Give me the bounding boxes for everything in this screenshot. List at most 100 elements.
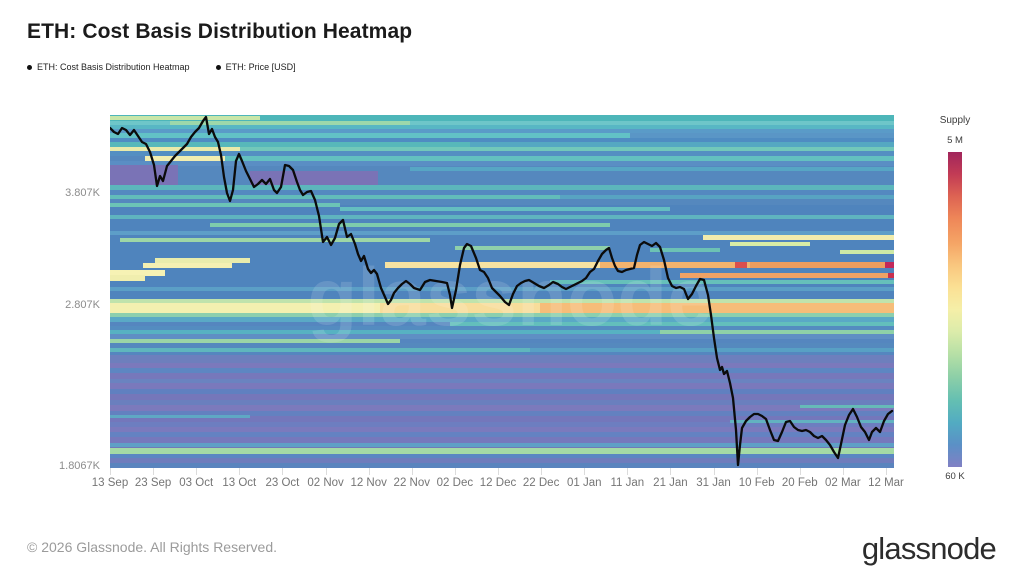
heatmap-canvas[interactable]: glassnode bbox=[110, 115, 894, 468]
heatmap-plot-area[interactable]: glassnode bbox=[110, 115, 894, 468]
heatmap-cell-band bbox=[110, 125, 894, 129]
page-title: ETH: Cost Basis Distribution Heatmap bbox=[27, 20, 413, 43]
heatmap-cell-band bbox=[110, 161, 894, 166]
glassnode-logo: glassnode bbox=[861, 531, 997, 566]
heatmap-cell-band bbox=[110, 405, 894, 411]
heatmap-cell-band bbox=[110, 437, 894, 443]
heatmap-cell-band bbox=[730, 242, 810, 246]
y-axis-tick-label: 2.807K bbox=[65, 299, 100, 311]
heatmap-cell-band bbox=[110, 147, 240, 151]
heatmap-cell-band bbox=[120, 238, 430, 242]
legend-item-label: ETH: Price [USD] bbox=[225, 62, 296, 72]
x-axis-tick-label: 10 Feb bbox=[738, 477, 775, 489]
heatmap-cell-band bbox=[110, 339, 400, 343]
heatmap-cell-band bbox=[410, 167, 894, 171]
heatmap-cell-band bbox=[750, 262, 885, 268]
colorbar-title: Supply bbox=[939, 115, 971, 126]
x-axis-tick-label: 12 Dec bbox=[479, 477, 517, 489]
heatmap-cell-band bbox=[110, 151, 894, 156]
x-axis-tick-label: 22 Nov bbox=[393, 477, 430, 489]
heatmap-cell-band bbox=[650, 248, 720, 252]
heatmap-cell-band bbox=[110, 334, 894, 339]
heatmap-cell-band bbox=[155, 258, 250, 263]
heatmap-cell-band bbox=[540, 303, 894, 313]
heatmap-cell-band bbox=[110, 363, 894, 368]
heatmap-cell-band bbox=[110, 215, 894, 219]
heatmap-cell-band bbox=[110, 454, 894, 458]
x-axis-tick-label: 03 Oct bbox=[179, 477, 214, 489]
heatmap-cell-band bbox=[110, 231, 894, 235]
heatmap-stripes bbox=[110, 115, 894, 468]
x-axis-tick-mark bbox=[799, 468, 801, 475]
heatmap-cell-band bbox=[110, 355, 894, 363]
x-axis-tick-mark bbox=[713, 468, 715, 475]
legend-item-price[interactable]: ETH: Price [USD] bbox=[215, 62, 296, 72]
watermark-text: glassnode bbox=[307, 252, 713, 343]
x-axis-tick-mark bbox=[756, 468, 758, 475]
x-axis-tick-label: 02 Mar bbox=[824, 477, 861, 489]
x-axis-tick-mark bbox=[886, 468, 887, 475]
heatmap-cell-band bbox=[840, 250, 894, 254]
heatmap-cell-band bbox=[660, 330, 894, 334]
x-axis-tick-label: 02 Dec bbox=[436, 477, 474, 489]
legend-dot-icon bbox=[215, 64, 221, 70]
heatmap-cell-band bbox=[110, 190, 894, 195]
heatmap-cell-band bbox=[145, 156, 225, 161]
heatmap-cell-band bbox=[110, 287, 894, 291]
price-line bbox=[110, 115, 894, 467]
heatmap-cell-band bbox=[550, 280, 894, 284]
x-axis-tick-label: 12 Mar bbox=[868, 477, 904, 489]
x-axis-tick-mark bbox=[627, 468, 629, 475]
heatmap-cell-band bbox=[703, 235, 894, 240]
heatmap-cell-band bbox=[110, 115, 894, 121]
heatmap-cell-band bbox=[110, 383, 894, 389]
heatmap-cell-band bbox=[340, 207, 670, 211]
x-axis-tick-label: 23 Sep bbox=[134, 477, 172, 489]
x-axis-tick-mark bbox=[325, 468, 327, 475]
legend-dot-icon bbox=[27, 64, 32, 70]
heatmap-cell-band bbox=[110, 275, 145, 281]
x-axis-tick-label: 20 Feb bbox=[781, 477, 818, 489]
x-axis-tick-label: 13 Oct bbox=[222, 477, 257, 489]
x-axis-tick-label: 02 Nov bbox=[307, 477, 344, 489]
x-axis-tick-label: 21 Jan bbox=[653, 477, 688, 489]
heatmap-cell-band bbox=[110, 270, 165, 276]
heatmap-cell-band bbox=[110, 422, 894, 427]
heatmap-cell-band bbox=[680, 273, 888, 278]
x-axis-tick-mark bbox=[498, 468, 499, 475]
heatmap-cell-band bbox=[225, 156, 894, 161]
heatmap-cell-band bbox=[110, 411, 894, 416]
legend-item-heatmap[interactable]: ETH: Cost Basis Distribution Heatmap bbox=[27, 62, 190, 72]
heatmap-cell-band bbox=[110, 373, 894, 379]
copyright-text: © 2026 Glassnode. All Rights Reserved. bbox=[27, 539, 278, 555]
heatmap-cell-band bbox=[560, 195, 894, 199]
heatmap-cell-band bbox=[630, 133, 894, 138]
x-axis-tick-mark bbox=[411, 468, 413, 475]
colorbar-min-label: 60 K bbox=[945, 471, 965, 482]
heatmap-cell-band bbox=[110, 427, 894, 432]
heatmap-cell-band bbox=[110, 343, 894, 348]
heatmap-cell-band bbox=[110, 348, 530, 352]
heatmap-cell-band bbox=[110, 389, 894, 394]
x-axis-tick-mark bbox=[670, 468, 672, 475]
x-axis-tick-label: 22 Dec bbox=[522, 477, 560, 489]
heatmap-cell-band bbox=[170, 121, 410, 125]
heatmap-cell-band bbox=[240, 147, 894, 151]
heatmap-cell-band bbox=[385, 262, 600, 268]
heatmap-cell-band bbox=[735, 262, 747, 268]
x-axis-tick-mark bbox=[196, 468, 198, 475]
x-axis-tick-mark bbox=[368, 468, 370, 475]
heatmap-cell-band bbox=[110, 121, 894, 125]
heatmap-cell-band bbox=[110, 133, 630, 138]
x-axis-tick-mark bbox=[454, 468, 456, 475]
heatmap-cell-band bbox=[110, 326, 894, 330]
x-axis-tick-mark bbox=[584, 468, 586, 475]
x-axis-tick-mark bbox=[282, 468, 284, 475]
x-axis-tick-label: 01 Jan bbox=[566, 477, 602, 489]
heatmap-cell-band bbox=[888, 273, 894, 278]
y-axis-tick-label: 1.8067K bbox=[59, 460, 100, 472]
x-axis-tick-label: 12 Nov bbox=[350, 477, 387, 489]
x-axis-tick-mark bbox=[239, 468, 241, 475]
heatmap-cell-band bbox=[800, 405, 894, 408]
